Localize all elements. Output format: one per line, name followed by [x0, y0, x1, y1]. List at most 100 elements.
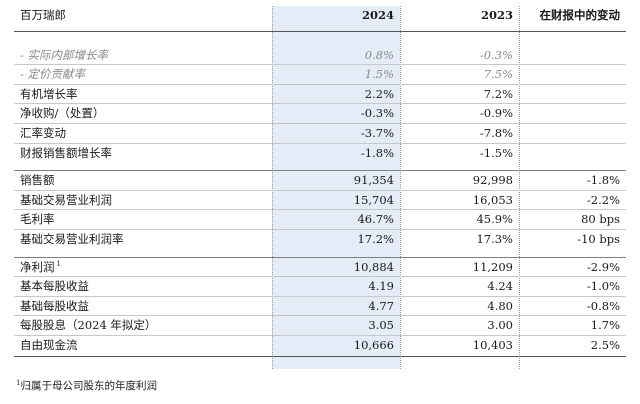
row-label: 毛利率	[20, 212, 55, 227]
value-2024: 4.77	[368, 298, 394, 313]
row-divider	[14, 334, 626, 336]
column-divider	[519, 6, 520, 369]
value-change: 1.7%	[590, 318, 620, 333]
row-label: 销售额	[20, 173, 55, 188]
value-change: -2.2%	[586, 192, 620, 207]
value-2023: -7.8%	[479, 125, 513, 140]
value-2023: 45.9%	[476, 212, 513, 227]
section-divider	[14, 170, 626, 172]
value-2024: 15,704	[353, 192, 394, 207]
column-divider	[400, 6, 401, 369]
column-divider	[272, 6, 273, 369]
table-row: 基础每股收益 4.77 4.80 -0.8%	[14, 297, 626, 317]
header-2023: 2023	[480, 8, 513, 22]
value-change: -1.8%	[586, 173, 620, 188]
column-2024-highlight	[272, 6, 400, 369]
row-divider	[14, 228, 626, 230]
table-row: 基本每股收益 4.19 4.24 -1.0%	[14, 277, 626, 297]
value-2023: -1.5%	[479, 145, 513, 160]
table-row: - 定价贡献率 1.5% 7.5%	[14, 65, 626, 85]
row-divider	[14, 189, 626, 191]
value-2023: -0.9%	[479, 106, 513, 121]
value-2023: 4.24	[487, 279, 513, 294]
row-label: 自由现金流	[20, 337, 78, 352]
row-divider	[14, 83, 626, 85]
value-2024: 46.7%	[357, 212, 394, 227]
value-change: -1.0%	[586, 279, 620, 294]
table-header-row: 百万瑞郎 2024 2023 在财报中的变动	[14, 6, 626, 26]
row-label: 每股股息（2024 年拟定）	[20, 318, 157, 333]
row-divider	[14, 276, 626, 278]
value-2023: 11,209	[472, 259, 513, 274]
header-2024: 2024	[361, 8, 394, 22]
section-divider	[14, 256, 626, 258]
value-change: -2.9%	[586, 259, 620, 274]
value-2023: 4.80	[487, 298, 513, 313]
value-2024: -1.8%	[360, 145, 394, 160]
sales-profit-group: 销售额 91,354 92,998 -1.8% 基础交易营业利润 15,704 16,053…	[14, 171, 626, 249]
table-row: 毛利率 46.7% 45.9% 80 bps	[14, 210, 626, 230]
row-label: - 实际内部增长率	[20, 47, 109, 62]
value-2024: 2.2%	[364, 86, 394, 101]
growth-group: - 实际内部增长率 0.8% -0.3% - 定价贡献率 1.5% 7.5% 有机增长率 2.…	[14, 46, 626, 164]
row-divider	[14, 315, 626, 317]
value-2024: 10,884	[353, 259, 394, 274]
row-divider	[14, 122, 626, 124]
financial-summary-table: 百万瑞郎 2024 2023 在财报中的变动 - 实际内部增长率 0.8% -0.3…	[14, 6, 626, 369]
row-label: 基本每股收益	[20, 279, 89, 294]
value-2023: 92,998	[472, 173, 513, 188]
table-bottom-rule	[14, 355, 626, 357]
table-row: 每股股息（2024 年拟定） 3.05 3.00 1.7%	[14, 316, 626, 336]
value-change: -10 bps	[577, 231, 620, 246]
row-divider	[14, 103, 626, 105]
value-2023: 17.3%	[476, 231, 513, 246]
value-2024: 1.5%	[364, 67, 394, 82]
footnote-text: 归属于母公司股东的年度利润	[20, 380, 157, 392]
value-2023: 10,403	[472, 337, 513, 352]
table-row: 基础交易营业利润率 17.2% 17.3% -10 bps	[14, 230, 626, 250]
row-divider	[14, 295, 626, 297]
row-divider	[14, 142, 626, 144]
row-label: 基础交易营业利润	[20, 192, 112, 207]
row-label: 基础每股收益	[20, 298, 89, 313]
value-2024: 4.19	[368, 279, 394, 294]
row-label: 有机增长率	[20, 86, 78, 101]
table-row: 财报销售额增长率 -1.8% -1.5%	[14, 144, 626, 164]
footnote: 1归属于母公司股东的年度利润	[14, 378, 157, 393]
value-change: 2.5%	[590, 337, 620, 352]
footnote-ref: 1	[56, 259, 61, 268]
table-row: 销售额 91,354 92,998 -1.8%	[14, 171, 626, 191]
row-label: 汇率变动	[20, 125, 66, 140]
value-change: 80 bps	[581, 212, 620, 227]
value-2024: 3.05	[368, 318, 394, 333]
row-label: 财报销售额增长率	[20, 145, 112, 160]
value-2023: 7.2%	[483, 86, 513, 101]
value-2023: -0.3%	[479, 47, 513, 62]
earnings-group: 净利润 1 10,884 11,209 -2.9% 基本每股收益 4.19 4.24 -1.0%…	[14, 258, 626, 356]
value-change: -0.8%	[586, 298, 620, 313]
value-2024: 0.8%	[364, 47, 394, 62]
value-2024: 10,666	[353, 337, 394, 352]
row-label: 净收购/（处置）	[20, 106, 105, 121]
value-2023: 7.5%	[483, 67, 513, 82]
table-row: 净利润 1 10,884 11,209 -2.9%	[14, 258, 626, 278]
table-row: 自由现金流 10,666 10,403 2.5%	[14, 336, 626, 356]
row-label: - 定价贡献率	[20, 67, 86, 82]
table-row: 基础交易营业利润 15,704 16,053 -2.2%	[14, 191, 626, 211]
row-divider	[14, 64, 626, 66]
header-change: 在财报中的变动	[539, 8, 621, 22]
footnote-marker: 1	[16, 378, 21, 387]
header-divider	[14, 31, 626, 32]
value-2023: 16,053	[472, 192, 513, 207]
table-row: 有机增长率 2.2% 7.2%	[14, 85, 626, 105]
value-2024: -0.3%	[360, 106, 394, 121]
row-divider	[14, 209, 626, 211]
table-row: 净收购/（处置） -0.3% -0.9%	[14, 104, 626, 124]
row-label: 净利润 1	[20, 259, 61, 274]
value-2023: 3.00	[487, 318, 513, 333]
row-label: 基础交易营业利润率	[20, 231, 124, 246]
value-2024: -3.7%	[360, 125, 394, 140]
table-row: - 实际内部增长率 0.8% -0.3%	[14, 46, 626, 66]
unit-label: 百万瑞郎	[20, 8, 66, 22]
value-2024: 17.2%	[357, 231, 394, 246]
